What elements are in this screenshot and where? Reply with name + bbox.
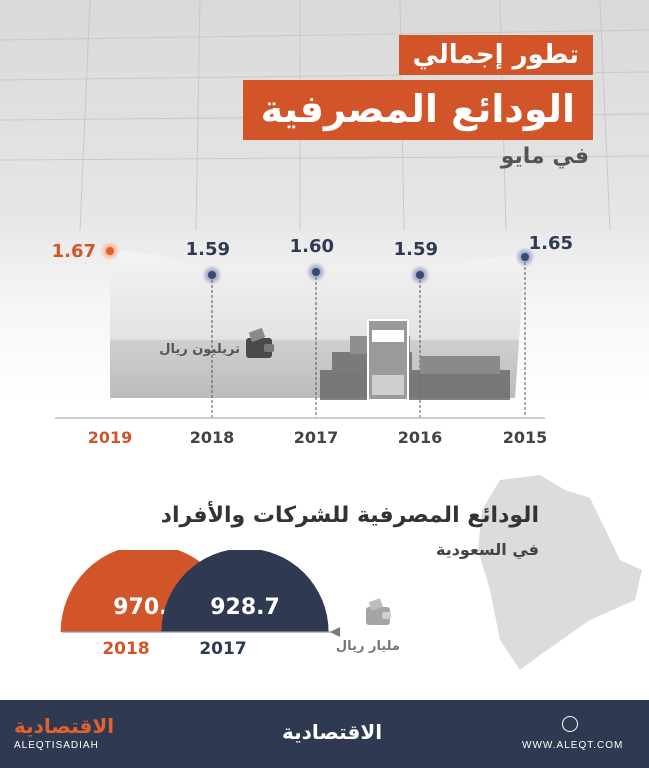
data-point [312, 268, 320, 276]
data-label: 1.65 [529, 233, 573, 254]
x-tick-label: 2019 [88, 428, 133, 447]
x-tick-label: 2017 [294, 428, 339, 447]
title-line-2: الودائع المصرفية [242, 80, 593, 140]
data-point [521, 253, 529, 261]
title-subtitle: في مايو [500, 144, 589, 169]
footer-bar [0, 700, 649, 768]
title-line-1: تطور إجمالي [398, 35, 593, 75]
data-point [208, 271, 216, 279]
saudi-map-icon [478, 475, 642, 670]
unit-label: تريليون ريال [159, 342, 240, 357]
x-tick-label: 2015 [503, 428, 548, 447]
money-stack-icon [320, 319, 510, 401]
deposits-line-chart: تريليون ريال 1.67 2019 1.59 2018 1.60 2017 1.5… [52, 233, 573, 447]
unit-label: مليار ريال [336, 639, 400, 654]
globe-icon [562, 716, 578, 732]
x-tick-label: 2018 [190, 428, 235, 447]
section-subtitle: في السعودية [436, 540, 539, 559]
data-label: 1.60 [290, 236, 334, 257]
wallet-icon [246, 327, 274, 358]
website-url: WWW.ALEQT.COM [522, 740, 624, 751]
brand-center: الاقتصادية [282, 720, 383, 744]
value-label: 928.7 [210, 595, 280, 620]
half-circle-bar [161, 550, 329, 632]
data-label: 1.59 [186, 239, 230, 260]
category-label: 2017 [199, 639, 246, 659]
data-label: 1.67 [52, 241, 96, 262]
brand-latin: ALEQTISADIAH [14, 740, 99, 751]
brand-logo: الاقتصادية [14, 714, 115, 738]
category-label: 2018 [102, 639, 149, 659]
section-title: الودائع المصرفية للشركات والأفراد [160, 503, 539, 528]
data-point [106, 247, 114, 255]
wallet-icon [366, 598, 391, 625]
x-tick-label: 2016 [398, 428, 443, 447]
pointer-icon [330, 627, 340, 637]
data-point [416, 271, 424, 279]
data-label: 1.59 [394, 239, 438, 260]
